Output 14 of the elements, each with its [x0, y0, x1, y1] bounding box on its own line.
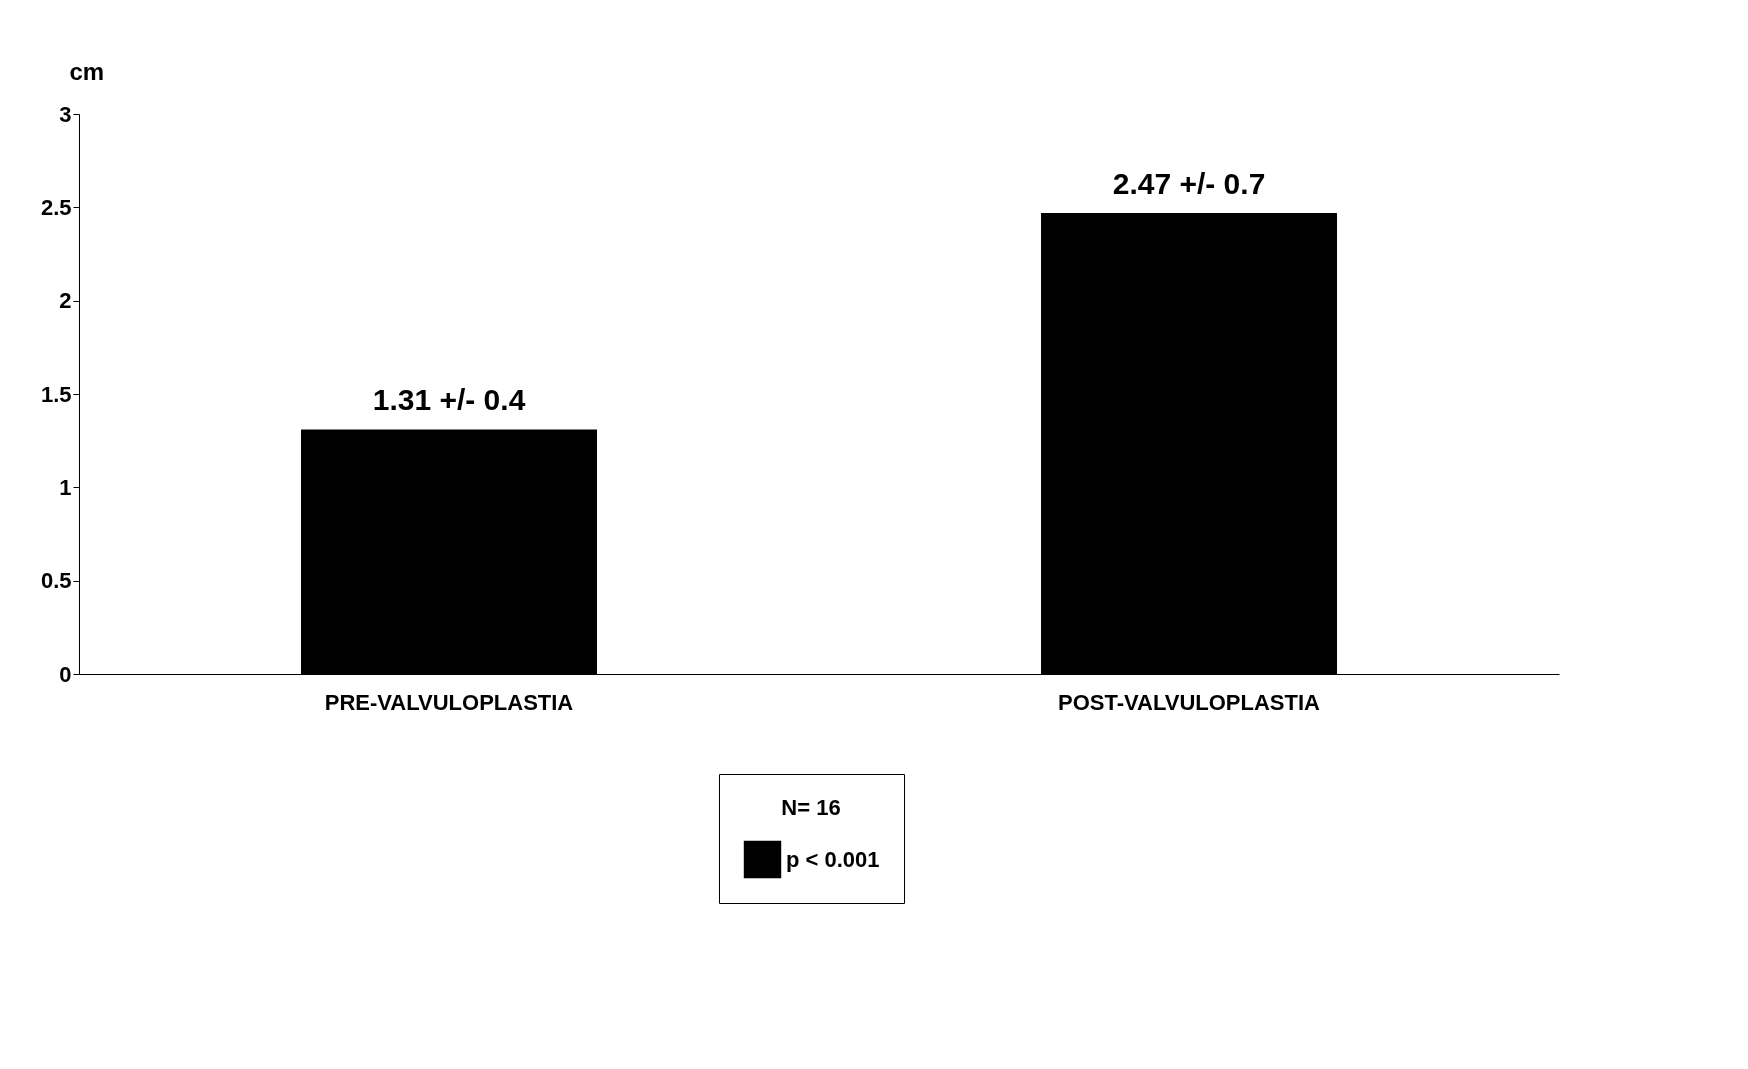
- x-tick-label: POST-VALVULOPLASTIA: [1058, 689, 1321, 715]
- legend-title: N= 16: [781, 795, 841, 820]
- y-tick-label: 0: [59, 661, 72, 687]
- y-tick-label: 2: [59, 288, 72, 314]
- y-tick-label: 0.5: [40, 568, 72, 594]
- data-label: 1.31 +/- 0.4: [372, 383, 526, 417]
- y-tick-label: 1: [59, 474, 72, 500]
- y-tick-label: 3: [59, 101, 72, 127]
- y-axis-title: cm: [69, 57, 105, 85]
- y-tick-label: 1.5: [40, 381, 72, 407]
- y-tick-label: 2.5: [40, 194, 72, 220]
- data-label: 2.47 +/- 0.7: [1112, 166, 1266, 200]
- legend-label: p < 0.001: [786, 846, 880, 872]
- x-tick-label: PRE-VALVULOPLASTIA: [324, 689, 574, 715]
